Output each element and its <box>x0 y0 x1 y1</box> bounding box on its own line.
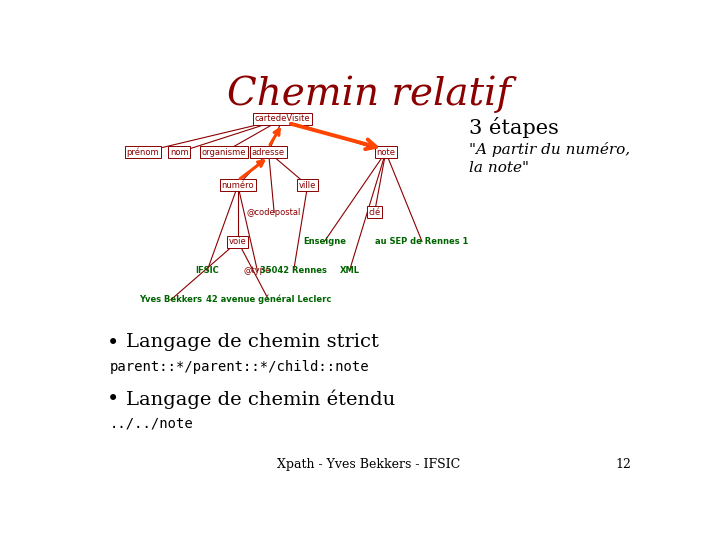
Text: Chemin relatif: Chemin relatif <box>227 75 511 113</box>
Text: Langage de chemin strict: Langage de chemin strict <box>126 333 379 351</box>
Text: "A partir du numéro,
la note": "A partir du numéro, la note" <box>469 141 631 175</box>
Text: note: note <box>377 147 395 157</box>
Text: clé: clé <box>369 208 381 217</box>
Text: Enseigne: Enseigne <box>303 237 346 246</box>
Text: XML: XML <box>339 266 359 275</box>
Text: Yves Bekkers: Yves Bekkers <box>140 295 202 304</box>
Text: cartedeVisite: cartedeVisite <box>255 114 310 123</box>
Text: 12: 12 <box>616 458 631 471</box>
Text: @codepostal: @codepostal <box>247 208 302 217</box>
Text: nom: nom <box>170 147 189 157</box>
Text: prénom: prénom <box>127 147 159 157</box>
Text: ville: ville <box>299 181 316 190</box>
Text: ../../note: ../../note <box>109 416 193 430</box>
Text: 35042 Rennes: 35042 Rennes <box>260 266 327 275</box>
Text: •: • <box>107 389 119 409</box>
Text: parent::*/parent::*/child::note: parent::*/parent::*/child::note <box>109 360 369 374</box>
Text: 42 avenue général Leclerc: 42 avenue général Leclerc <box>206 295 331 305</box>
Text: Langage de chemin étendu: Langage de chemin étendu <box>126 389 395 409</box>
Text: adresse: adresse <box>252 147 285 157</box>
Text: IFSIC: IFSIC <box>195 266 219 275</box>
Text: voie: voie <box>229 237 247 246</box>
Text: •: • <box>107 333 119 353</box>
Text: numéro: numéro <box>222 181 254 190</box>
Text: Xpath - Yves Bekkers - IFSIC: Xpath - Yves Bekkers - IFSIC <box>277 458 461 471</box>
Text: @type: @type <box>244 266 271 275</box>
Text: au SEP de Rennes 1: au SEP de Rennes 1 <box>375 237 469 246</box>
Text: organisme: organisme <box>202 147 246 157</box>
Text: 3 étapes: 3 étapes <box>469 117 559 138</box>
